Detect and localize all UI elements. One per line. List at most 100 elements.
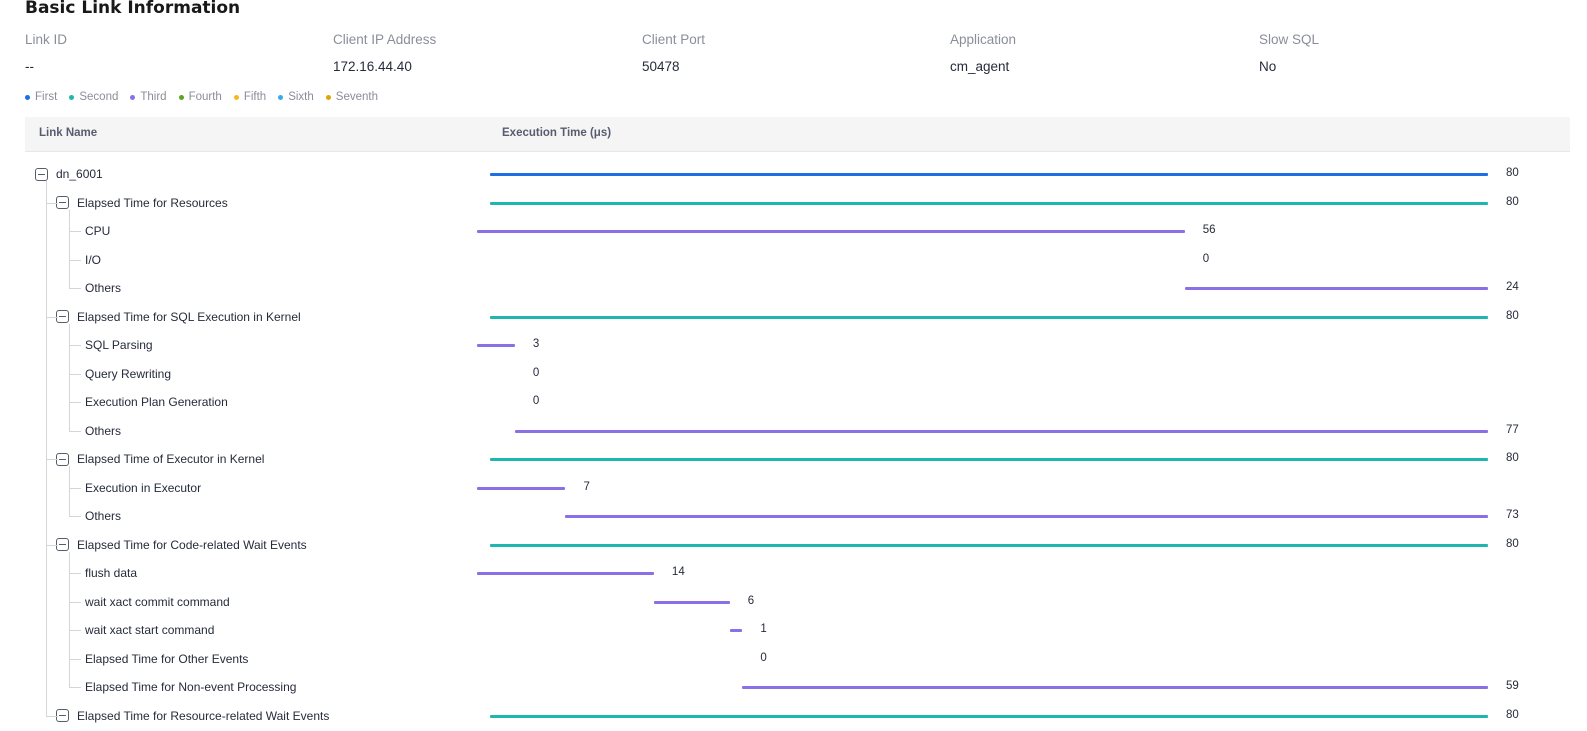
execution-time-bar[interactable]: [742, 686, 1488, 689]
link-name-label: Others: [85, 281, 122, 295]
info-label: Link ID: [25, 32, 68, 47]
execution-time-bar[interactable]: [477, 230, 1185, 233]
tree-connector: [69, 402, 81, 403]
execution-time-bar[interactable]: [477, 572, 654, 575]
link-name-label: Elapsed Time for Non-event Processing: [85, 680, 297, 694]
link-name-cell: Execution in Executor: [85, 474, 201, 502]
execution-time-bar[interactable]: [653, 600, 730, 604]
table-row[interactable]: Elapsed Time for Other Events 0: [25, 645, 1570, 673]
info-field-link-id: Link ID --: [25, 32, 68, 74]
link-name-label: wait xact start command: [85, 623, 215, 637]
tree-connector: [69, 345, 81, 346]
link-name-cell: wait xact start command: [85, 616, 214, 644]
table-row[interactable]: CPU 56: [25, 217, 1570, 245]
execution-time-value: 1: [760, 623, 767, 635]
legend-dot-icon: [325, 94, 331, 100]
table-row[interactable]: Elapsed Time for Resource-related Wait E…: [25, 702, 1570, 730]
legend-label: Seventh: [335, 91, 378, 103]
link-name-label: SQL Parsing: [85, 338, 153, 352]
execution-time-value: 80: [1506, 708, 1519, 721]
table-row[interactable]: flush data 14: [25, 559, 1570, 587]
tree-connector: [69, 373, 81, 375]
execution-time-value: 0: [760, 651, 767, 664]
link-name-cell: Elapsed Time for Code-related Wait Event…: [56, 531, 307, 559]
link-name-label: Elapsed Time for Other Events: [85, 651, 249, 666]
column-header-execution-time[interactable]: Execution Time (μs): [502, 127, 612, 139]
legend-item-fourth[interactable]: Fourth: [178, 91, 222, 103]
execution-time-value: 80: [1506, 452, 1519, 464]
info-label: Client Port: [642, 32, 706, 47]
table-row[interactable]: Execution in Executor 7: [25, 474, 1570, 502]
link-name-cell: Elapsed Time for Non-event Processing: [85, 673, 296, 701]
legend-item-third[interactable]: Third: [130, 91, 167, 103]
table-row[interactable]: Others 24: [25, 274, 1570, 302]
execution-time-bar[interactable]: [477, 486, 566, 490]
info-field-slow-sql: Slow SQL No: [1259, 32, 1319, 74]
tree-guide-line: [69, 551, 70, 687]
tree-guide-line: [69, 466, 70, 516]
link-name-label: Elapsed Time for Code-related Wait Event…: [77, 537, 307, 552]
execution-time-bar[interactable]: [490, 714, 1488, 718]
execution-time-bar[interactable]: [1184, 287, 1488, 290]
execution-time-bar[interactable]: [490, 543, 1488, 547]
legend-item-second[interactable]: Second: [69, 91, 118, 103]
legend-item-seventh[interactable]: Seventh: [325, 91, 378, 103]
table-row[interactable]: I/O 0: [25, 246, 1570, 274]
tree-connector: [46, 544, 58, 546]
execution-time-bar[interactable]: [490, 315, 1488, 319]
table-row[interactable]: dn_6001 80: [25, 160, 1570, 188]
legend-label: Second: [79, 91, 119, 103]
execution-time-bar[interactable]: [729, 629, 743, 632]
link-name-label: Elapsed Time for Resource-related Wait E…: [77, 708, 330, 723]
table-row[interactable]: Elapsed Time of Executor in Kernel 80: [25, 445, 1570, 473]
legend-item-first[interactable]: First: [25, 91, 57, 103]
legend-item-fifth[interactable]: Fifth: [233, 91, 266, 103]
column-header-link-name[interactable]: Link Name: [39, 127, 98, 139]
execution-time-value: 80: [1506, 537, 1519, 550]
table-row[interactable]: Query Rewriting 0: [25, 360, 1570, 388]
table-row[interactable]: SQL Parsing 3: [25, 331, 1570, 359]
table-row[interactable]: Elapsed Time for Resources 80: [25, 189, 1570, 217]
legend-label: Fourth: [188, 91, 222, 103]
execution-time-bar[interactable]: [477, 344, 515, 347]
table-header: Link Name Execution Time (μs): [25, 117, 1570, 152]
info-value: --: [25, 59, 34, 74]
execution-time-value: 3: [532, 338, 540, 350]
execution-time-bar[interactable]: [514, 429, 1488, 433]
execution-time-value: 0: [1202, 252, 1210, 265]
legend-dot-icon: [130, 94, 136, 100]
info-label: Client IP Address: [333, 32, 437, 47]
table-row[interactable]: Others 77: [25, 417, 1570, 445]
table-row[interactable]: Elapsed Time for Non-event Processing 59: [25, 673, 1570, 701]
table-row[interactable]: Execution Plan Generation 0: [25, 388, 1570, 416]
table-row[interactable]: wait xact start command 1: [25, 616, 1570, 644]
tree-connector: [69, 259, 81, 261]
execution-time-bar[interactable]: [490, 458, 1488, 461]
link-name-cell: Elapsed Time for Other Events: [85, 645, 248, 673]
link-name-label: Query Rewriting: [85, 366, 172, 381]
execution-time-bar[interactable]: [490, 201, 1488, 205]
execution-time-bar[interactable]: [490, 173, 1488, 176]
execution-time-value: 77: [1506, 423, 1519, 436]
table-row[interactable]: wait xact commit command 6: [25, 588, 1570, 616]
execution-time-value: 73: [1506, 509, 1519, 521]
execution-time-value: 56: [1202, 224, 1216, 236]
tree-connector: [69, 601, 81, 603]
execution-time-bar[interactable]: [565, 515, 1488, 518]
table-row[interactable]: Elapsed Time for Code-related Wait Event…: [25, 531, 1570, 559]
legend-item-sixth[interactable]: Sixth: [278, 91, 314, 103]
legend: First Second Third Fourth Fifth Sixth Seventh: [25, 90, 390, 104]
link-name-cell: Others: [85, 274, 121, 302]
link-name-cell: wait xact commit command: [85, 588, 230, 616]
table-row[interactable]: Others 73: [25, 502, 1570, 530]
link-name-cell: Query Rewriting: [85, 360, 171, 388]
table-row[interactable]: Elapsed Time for SQL Execution in Kernel…: [25, 303, 1570, 331]
collapse-icon[interactable]: [35, 167, 48, 181]
info-field-client-ip-address: Client IP Address 172.16.44.40: [333, 32, 437, 74]
info-value: 172.16.44.40: [333, 59, 412, 74]
info-value: 50478: [642, 59, 680, 74]
tree-connector: [69, 630, 81, 631]
link-name-cell: Elapsed Time for Resources: [56, 189, 228, 217]
info-value: No: [1259, 59, 1277, 74]
legend-dot-icon: [233, 94, 239, 100]
